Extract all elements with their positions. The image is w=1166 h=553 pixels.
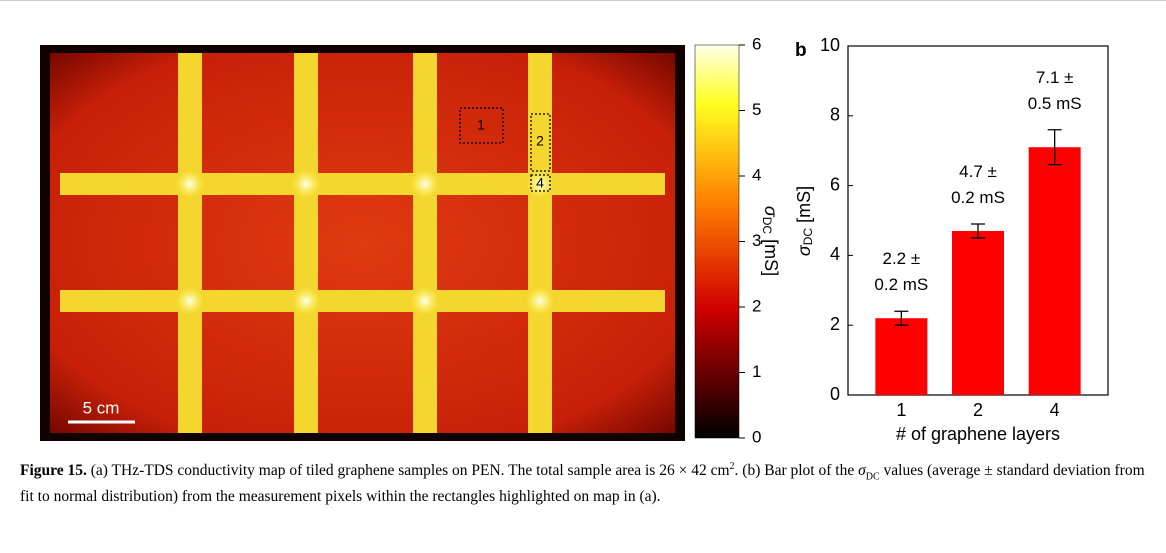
region-label: 1 [477,117,485,133]
y-tick-label: 2 [830,314,840,334]
x-tick-label: 2 [973,400,983,420]
unit: [mS] [794,186,814,228]
y-axis-label: σDC [mS] [794,186,815,256]
y-tick-label: 8 [830,105,840,125]
colorbar-tick-label: 6 [752,34,761,53]
colorbar-tick-label: 4 [752,165,761,184]
region-label: 2 [536,133,544,149]
colorbar-label: σDC [mS] [760,206,781,276]
symbol: σ [794,244,814,256]
y-tick-label: 6 [830,174,840,194]
x-tick-label: 4 [1050,400,1060,420]
subscript: DC [801,228,815,246]
colorbar-tick-label: 5 [752,100,761,119]
bar [1028,147,1081,395]
x-tick-label: 1 [896,400,906,420]
y-tick-label: 0 [830,384,840,404]
caption: Figure 15. (a) THz-TDS conductivity map … [20,457,1145,507]
scale-bar-label: 5 cm [83,398,120,417]
y-tick-label: 10 [820,35,840,55]
value-label: 2.2 ±0.2 mS [874,250,928,295]
error-bar [971,223,985,239]
region-label: 4 [536,175,544,191]
y-tick-label: 4 [830,244,840,264]
caption-label: Figure 15. [20,462,87,480]
symbol: σ [761,206,781,218]
colorbar-tick-label: 0 [752,427,761,446]
colorbar-tick-label: 3 [752,231,761,250]
figure: a 5 cm 1 2 4 σDC [mS] b σDC [mS] # of gr… [40,34,1109,446]
conductivity-map [40,45,685,441]
caption-text: . (b) Bar plot of the [734,462,859,480]
value-label: 4.7 ±0.2 mS [951,162,1005,207]
unit: [mS] [761,234,781,276]
colorbar-tick-label: 2 [752,296,761,315]
bar [952,230,1004,395]
colorbar-tick-label: 1 [752,362,761,381]
caption-symbol: σ [858,462,866,480]
error-bar [1047,129,1062,166]
caption-sup: 2 [729,461,735,472]
caption-text: values (average ± standard deviation fro… [20,462,1145,506]
colorbar [694,44,740,439]
x-axis-label: # of graphene layers [896,424,1060,444]
caption-text: (a) THz-TDS conductivity map of tiled gr… [86,462,730,480]
value-label: 7.1 ±0.5 mS [1028,68,1082,113]
panel-label: b [795,40,807,61]
subscript: DC [760,217,774,235]
bar [875,318,928,395]
caption-sub: DC [865,471,880,483]
error-bar [894,310,909,326]
